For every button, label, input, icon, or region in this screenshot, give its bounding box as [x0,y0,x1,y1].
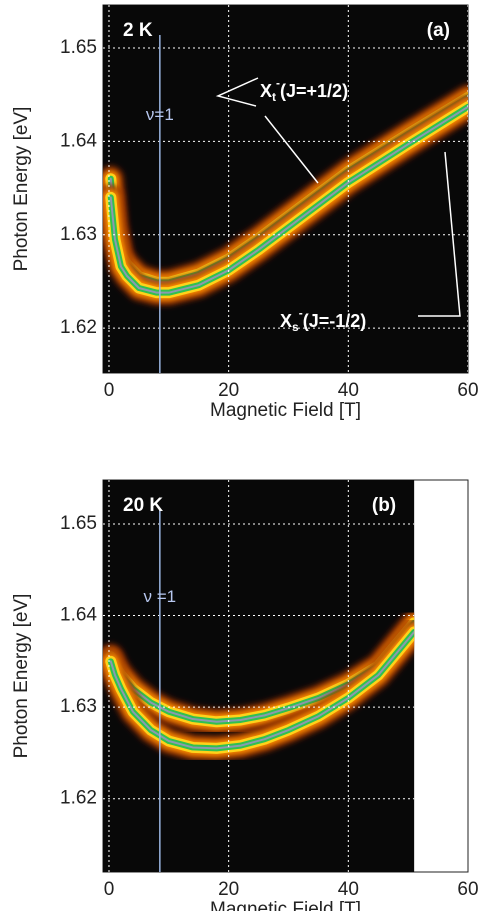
x-tick-label: 0 [104,879,115,900]
y-tick-label: 1.65 [60,513,97,534]
plot-background [103,5,468,373]
annotation-rest: (J=-1/2) [303,311,367,331]
annotation: Xs-(J=-1/2) [280,306,366,334]
y-tick-label: 1.63 [60,696,97,717]
pointer [418,151,461,317]
panel-label: (a) [427,20,450,41]
y-axis-title: Photon Energy [eV] [11,594,32,759]
filling-factor-label: ν =1 [144,587,177,606]
ridge [109,105,468,294]
temperature-label: 2 K [123,20,153,41]
y-tick-label: 1.64 [60,605,97,626]
x-tick-label: 60 [457,879,478,900]
annotation-main: X [280,311,292,331]
panel-b: ν =1 0 20 40 60 1.62 1.63 1.64 1.65 Magnetic Fiel… [11,479,479,916]
x-tick-label: 40 [338,380,359,401]
x-tick-label: 0 [104,380,115,401]
temperature-label: 20 K [123,495,163,516]
annotation-rest: (J=+1/2) [280,81,348,101]
y-tick-label: 1.62 [60,788,97,809]
filling-factor-label: ν=1 [146,105,174,124]
pointer [264,115,319,184]
plot-area [103,480,415,872]
panel-label: (b) [372,495,396,516]
x-tick-label: 20 [218,380,239,401]
x-tick-label: 20 [218,879,239,900]
ridge [109,631,415,750]
x-axis-title: Magnetic Field [T] [210,899,361,911]
x-axis-title: Magnetic Field [T] [210,400,361,421]
annotation-sup: - [276,76,280,90]
y-axis-title: Photon Energy [eV] [11,107,32,272]
annotation-sup: - [299,306,303,320]
annotation-sub: t [272,90,276,104]
annotation-sub: s [292,320,299,334]
y-tick-label: 1.62 [60,317,97,338]
y-tick-label: 1.63 [60,224,97,245]
x-tick-label: 60 [457,380,478,401]
y-tick-label: 1.64 [60,130,97,151]
annotation-main: X [260,81,272,101]
plot-area [103,5,468,373]
pointer [215,77,259,107]
annotations: Xt-(J=+1/2) Xs-(J=-1/2) [215,76,461,334]
x-tick-label: 40 [338,879,359,900]
annotation: Xt-(J=+1/2) [260,76,348,104]
y-tick-label: 1.65 [60,37,97,58]
panel-a: ν=1 0 20 40 60 1.62 1.63 1.64 1.65 Magnetic Field… [11,4,479,421]
